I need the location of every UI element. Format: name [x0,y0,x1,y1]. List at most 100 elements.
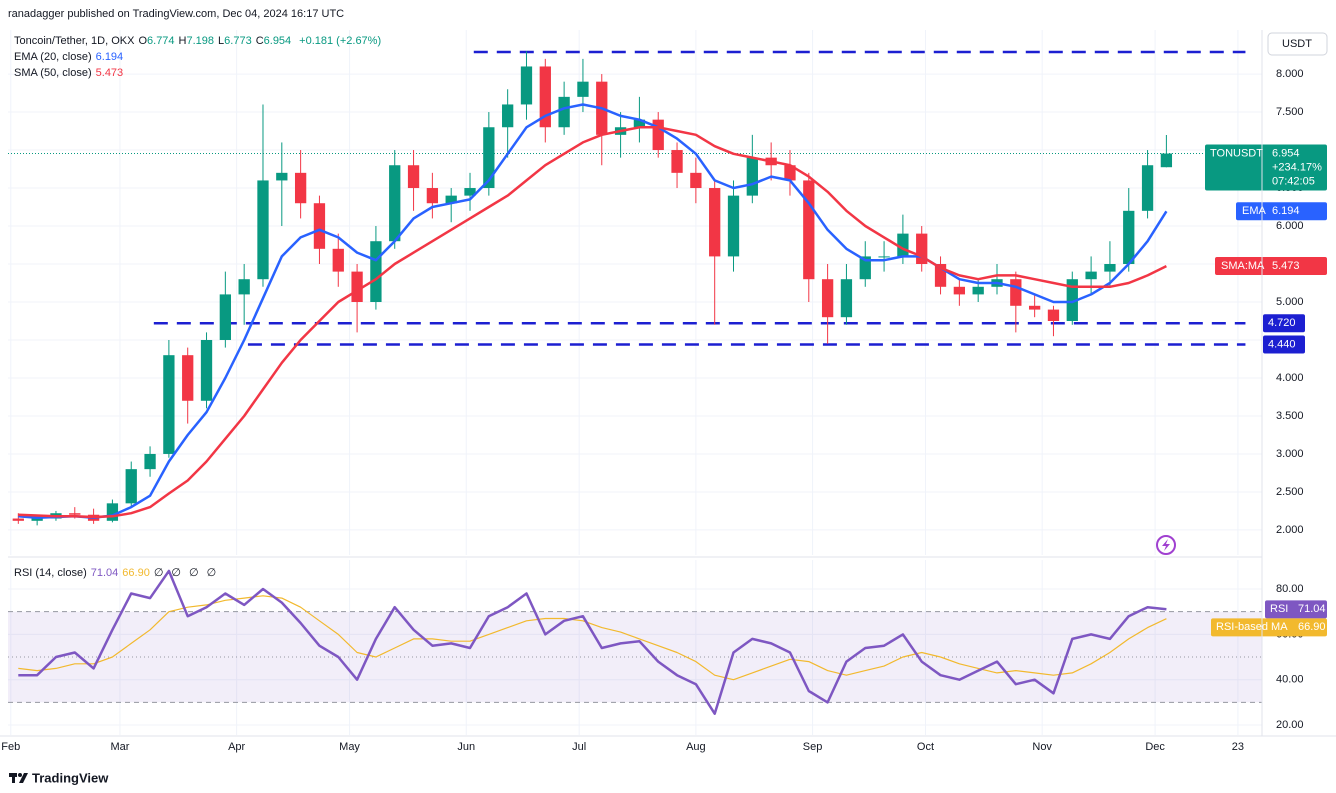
brand-logo [9,773,28,783]
candle-body [332,248,344,272]
axis-label-box [1215,257,1327,276]
symbol-title: Toncoin/Tether, 1D, OKX [14,35,135,47]
x-tick-label: Mar [110,741,129,753]
candle-body [125,469,137,504]
candle-body [483,127,495,189]
ohlc-item: O6.774 [138,35,174,47]
ohlc-value: 7.198 [186,35,215,47]
axis-label-box [1263,314,1305,333]
ohlc-key: C [255,35,264,47]
candle-body [1066,279,1078,321]
legend-value: 66.90 [122,567,150,579]
candle-body [577,81,589,97]
axis-label-box [1236,202,1327,221]
candle-body [520,66,533,105]
rsi-legend: RSI (14, close) 71.04 66.90 ∅ ∅ ∅ ∅ [14,565,228,581]
x-tick-label: May [339,741,360,753]
candle-body [389,165,401,242]
x-tick-label: Oct [917,741,934,753]
x-tick-label: Jun [457,741,475,753]
x-tick-label: 23 [1232,741,1244,753]
candle-body [313,203,326,249]
change-label: +234.17% [1272,161,1322,173]
ohlc-value: 6.954 [263,35,292,47]
candle-body [407,165,420,189]
extra-item: ∅ [189,567,199,579]
candle-body [219,294,231,340]
alert-icon[interactable] [1156,535,1176,555]
currency-label: USDT [1282,38,1312,50]
axis-label: RSI-based MA [1216,621,1288,633]
axis-label: 66.90 [1298,621,1326,633]
x-tick-label: Jul [572,741,586,753]
candle-body [727,195,740,257]
price-label: 6.954 [1272,147,1300,159]
indicator-line [18,126,1167,519]
candle-body [1010,279,1022,306]
ohlc-value: 6.773 [224,35,252,47]
candle-body [916,233,928,265]
y-tick-label: 7.500 [1276,106,1304,118]
candle-body [294,172,307,204]
legend-value: 6.194 [95,51,124,63]
candle-body [878,256,890,258]
legend-entry: EMA (20, close) [14,51,92,63]
rsi-line [18,569,1167,715]
candle-body [746,157,758,196]
candle-body [671,150,683,173]
axis-label-box [1211,618,1327,637]
candle-body [370,241,382,302]
y-tick-label: 5.000 [1276,296,1304,308]
candle-body [840,279,853,318]
axis-label-box [1265,600,1327,619]
axis-label: 4.440 [1268,338,1296,350]
ohlc-key: O [138,35,148,47]
change: +0.181 (+2.67%) [299,35,382,47]
x-tick-label: Nov [1032,741,1052,753]
extra-legend: ∅ ∅ ∅ ∅ [154,567,224,579]
candle-body [69,513,81,515]
candle-body [276,172,288,181]
candle-body [12,518,24,521]
ohlc: O6.774 H7.198 L6.773 C6.954 [138,35,295,47]
x-tick-label: Feb [1,741,20,753]
candle-body [558,96,570,128]
candle-body [426,188,439,204]
candle-body [821,279,834,318]
brand: TradingView [32,770,109,785]
candle-body [1160,153,1173,168]
axis-label: 4.720 [1268,317,1296,329]
candle-body [652,119,664,151]
candle-body [1141,165,1154,211]
extra-item: ∅ [171,567,181,579]
candle-body [257,180,269,280]
candle-body [351,271,363,302]
ohlc-value: 6.774 [147,35,175,47]
legend-value: 71.04 [90,567,119,579]
last-price-box [1205,144,1327,191]
candle-body [31,518,43,521]
countdown-label: 07:42:05 [1272,175,1315,187]
y-tick-label: 40.00 [1276,674,1304,686]
candle-body [464,188,476,196]
extra-item: ∅ [153,567,164,579]
axis-label: EMA [1242,205,1267,217]
price-legend: Toncoin/Tether, 1D, OKX O6.774 H7.198 L6.77… [14,33,385,81]
indicator-line [18,103,1168,520]
y-tick-label: 3.000 [1276,448,1304,460]
candle-body [897,233,909,257]
symbol-label: TONUSDT [1210,147,1263,159]
candle-body [633,119,646,128]
currency-box[interactable] [1267,32,1328,56]
y-tick-label: 6.000 [1276,220,1304,232]
candle-body [690,172,702,189]
legend-row: SMA (50, close) 5.473 [14,65,385,81]
y-tick-label: 2.000 [1276,524,1304,536]
x-tick-label: Apr [228,741,245,753]
extra-item: ∅ [206,567,217,579]
candle-body [106,503,119,521]
ohlc-key: H [178,35,187,47]
candle-body [803,180,815,280]
candle-body [1028,305,1041,310]
